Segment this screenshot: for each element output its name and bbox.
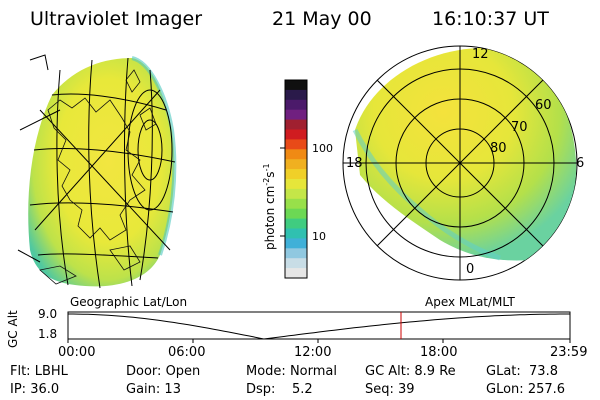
colorbar-tick-10: 10: [312, 230, 326, 243]
mlt-label-18: 18: [346, 156, 363, 171]
status-gc-alt: GC Alt: 8.9 Re: [365, 364, 456, 379]
instrument-title: Ultraviolet Imager: [30, 8, 203, 30]
altitude-plot: [67, 311, 571, 343]
polar-map: [342, 45, 578, 281]
status-door: Door: Open: [126, 364, 201, 379]
color-bar-segment: [285, 238, 307, 249]
xtick-0000: 00:00: [58, 345, 96, 360]
color-bar-segment: [285, 179, 307, 190]
color-bar-segment: [285, 188, 307, 200]
mlat-label-60: 60: [535, 98, 552, 113]
color-bar-segment: [285, 228, 307, 239]
observation-date: 21 May 00: [272, 8, 372, 30]
mlt-label-12: 12: [472, 47, 489, 62]
color-bar-segment: [285, 109, 307, 121]
color-bar-segment: [285, 208, 307, 220]
altitude-curve: [68, 313, 570, 340]
status-glat: GLat: 73.8: [486, 364, 558, 379]
status-filter: Flt: LBHL: [10, 364, 68, 379]
color-bar-segment: [285, 119, 307, 131]
altitude-ytick-max: 9.0: [38, 307, 58, 321]
auroral-emission-right: [355, 48, 577, 261]
xtick-1800: 18:00: [420, 345, 458, 360]
mlat-mlt-grid: [343, 46, 577, 280]
color-bar-segment: [285, 218, 307, 230]
mlt-label-0: 0: [466, 262, 475, 277]
status-seq: Seq: 39: [365, 382, 415, 397]
color-bar-frame: [284, 79, 308, 279]
status-dsp: Dsp: 5.2: [246, 382, 313, 397]
xtick-0600: 06:00: [168, 345, 206, 360]
coastlines-left: [39, 69, 157, 285]
color-bar-segment: [285, 198, 307, 210]
color-bar-segment: [285, 169, 307, 180]
colorbar-label: photon cm-2s-1: [262, 163, 277, 250]
status-ip: IP: 36.0: [10, 382, 60, 397]
color-bar-segment: [285, 89, 307, 101]
status-gain: Gain: 13: [126, 382, 181, 397]
color-bar-segment: [285, 129, 307, 140]
mlt-label-6: 6: [576, 156, 585, 171]
left-projection-label: Geographic Lat/Lon: [70, 295, 188, 309]
xtick-2359: 23:59: [550, 345, 588, 360]
right-projection-label: Apex MLat/MLT: [425, 295, 515, 309]
color-bar-segment: [285, 159, 307, 170]
color-bar-segment: [285, 258, 307, 269]
mlat-label-70: 70: [511, 120, 528, 135]
color-bar-segment: [285, 248, 307, 259]
altitude-ylabel: GC Alt: [6, 310, 20, 348]
observation-time: 16:10:37 UT: [432, 8, 549, 30]
color-bar: [285, 80, 307, 279]
color-bar-segment: [285, 99, 307, 111]
lat-lon-grid-left: [17, 57, 176, 289]
status-mode: Mode: Normal: [246, 364, 337, 379]
mlat-label-80: 80: [490, 141, 507, 156]
color-bar-segment: [285, 268, 307, 279]
color-bar-segment: [285, 149, 307, 160]
auroral-emission-left: [28, 58, 175, 287]
altitude-ytick-min: 1.8: [38, 327, 58, 341]
geographic-map: [17, 54, 177, 289]
colorbar-tick-100: 100: [312, 142, 333, 155]
status-glon: GLon: 257.6: [486, 382, 566, 397]
xtick-1200: 12:00: [294, 345, 332, 360]
color-bar-segment: [285, 139, 307, 150]
color-bar-segment: [285, 80, 307, 91]
